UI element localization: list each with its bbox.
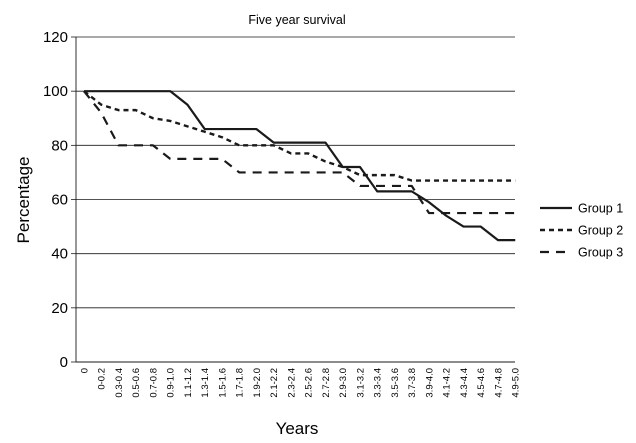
axes [71,36,515,363]
x-tick-label: 0.3-0.4 [114,368,125,398]
y-tick-labels: 0 20 40 60 80 100 120 [43,29,68,371]
y-tick-label-120: 120 [43,29,68,46]
x-tick-label: 4.7-4.8 [493,368,504,398]
x-tick-label: 3.1-3.2 [355,368,366,398]
x-tick-label: 2.1-2.2 [269,368,280,398]
y-tick-label-40: 40 [51,246,68,263]
data-series [83,90,516,242]
x-tick-label: 4.3-4.4 [459,368,470,398]
x-tick-label: 3.7-3.8 [407,368,418,398]
series-line-3 [83,90,516,215]
y-tick-label-100: 100 [43,83,68,100]
legend-label-3: Group 3 [578,246,623,260]
y-axis-label: Percentage [14,157,33,244]
x-tick-label: 3.3-3.4 [373,368,384,398]
legend-label-2: Group 2 [578,224,623,238]
x-axis-label: Years [276,419,319,438]
x-tick-label: 1.1-1.2 [183,368,194,398]
y-tick-label-20: 20 [51,300,68,317]
series-line-1 [84,90,516,242]
x-tick-label: 1.7-1.8 [235,368,246,398]
gridlines [76,36,515,309]
chart-title: Five year survival [248,13,345,27]
y-tick-label-0: 0 [60,354,68,371]
x-tick-label: 2.7-2.8 [321,368,332,398]
x-tick-label: 4.9-5.0 [511,368,522,398]
x-tick-label: 3.9-4.0 [424,368,435,398]
x-tick-label: 0-0.2 [97,368,108,390]
x-tick-label: 2.5-2.6 [304,368,315,398]
legend: Group 1 Group 2 Group 3 [540,202,623,260]
x-tick-label: 2.3-2.4 [286,368,297,398]
x-tick-label: 2.9-3.0 [338,368,349,398]
x-tick-label: 1.3-1.4 [200,368,211,398]
y-tick-label-80: 80 [51,137,68,154]
series-line-2 [83,90,516,182]
x-tick-label: 0.7-0.8 [148,368,159,398]
x-tick-label: 4.1-4.2 [442,368,453,398]
x-tick-label: 1.5-1.6 [217,368,228,398]
x-tick-labels: 0 0-0.2 0.3-0.4 0.5-0.6 0.7-0.8 0.9-1.0 1.1-1.… [80,368,522,398]
x-tick-label: 1.9-2.0 [252,368,263,398]
x-tick-label: 4.5-4.6 [476,368,487,398]
x-tick-label: 0 [80,368,91,373]
y-tick-label-60: 60 [51,192,68,209]
x-tick-label: 0.9-1.0 [166,368,177,398]
legend-label-1: Group 1 [578,202,623,216]
x-tick-label: 0.5-0.6 [131,368,142,398]
x-tick-label: 3.5-3.6 [390,368,401,398]
